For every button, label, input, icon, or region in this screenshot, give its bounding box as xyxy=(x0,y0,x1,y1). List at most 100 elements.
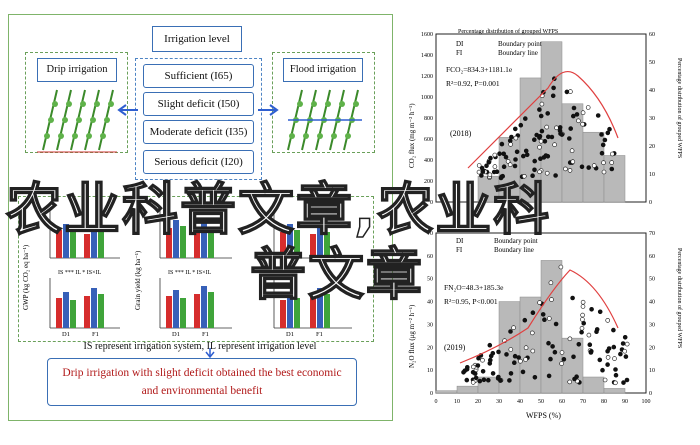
right-tick-bottom: 50 xyxy=(649,277,655,283)
data-point xyxy=(501,164,507,169)
data-point xyxy=(538,138,544,144)
data-point xyxy=(523,357,528,362)
data-point xyxy=(557,125,563,130)
data-point xyxy=(508,142,513,147)
data-point xyxy=(477,378,483,384)
data-point xyxy=(559,350,565,355)
data-point xyxy=(492,164,498,169)
y-tick-bottom: 20 xyxy=(427,345,433,351)
y-tick-top: 600 xyxy=(424,137,433,143)
y-tick-bottom: 0 xyxy=(430,391,433,397)
data-point xyxy=(580,121,585,127)
wfps-charts: Percentage distribution of grouped WFPS … xyxy=(408,28,683,420)
data-point xyxy=(532,158,537,164)
data-point xyxy=(473,375,479,381)
data-point xyxy=(521,153,526,159)
data-point xyxy=(605,318,610,323)
yield-axis-label: Grain yield (kg ha⁻¹) xyxy=(134,250,142,310)
data-point xyxy=(542,317,547,323)
equation-top: FCO₂=834.3+1181.1e xyxy=(446,65,513,74)
data-point xyxy=(505,159,511,164)
data-point xyxy=(464,377,470,383)
data-point xyxy=(475,363,481,368)
bar-charts-box xyxy=(18,196,374,342)
data-point xyxy=(512,360,517,366)
data-point xyxy=(613,380,618,386)
ylabel-bottom: N₂O flux (μg m⁻² h⁻¹) xyxy=(408,304,416,368)
data-point xyxy=(570,159,576,164)
data-point xyxy=(532,374,538,380)
right-tick-top: 30 xyxy=(649,116,655,122)
legend-bp-top: Boundary point xyxy=(498,40,542,48)
data-point xyxy=(571,105,577,111)
data-point xyxy=(504,352,509,357)
data-point xyxy=(549,297,554,302)
data-point xyxy=(597,309,603,315)
mini-bar-charts: GWP (kg CO₂ eq ha⁻¹) Grain yield (kg ha⁻… xyxy=(22,210,352,338)
data-point xyxy=(551,85,556,91)
xgroup-f1-c: F1 xyxy=(316,331,323,338)
data-point xyxy=(611,344,617,350)
data-point xyxy=(524,152,530,158)
data-point xyxy=(600,367,605,373)
right-tick-bottom: 0 xyxy=(649,391,652,397)
data-point xyxy=(513,157,518,162)
y-tick-top: 1200 xyxy=(421,74,433,80)
r2-top: R²=0.92, P=0.001 xyxy=(446,79,500,88)
mini-chart-1 xyxy=(49,210,120,329)
right-tick-top: 50 xyxy=(649,60,655,66)
data-point xyxy=(580,304,586,309)
data-point xyxy=(479,173,484,178)
xgroup-d1: D1 xyxy=(62,331,70,338)
data-point xyxy=(599,132,604,137)
y-tick-top: 1400 xyxy=(421,53,433,59)
data-point xyxy=(612,356,617,361)
data-point xyxy=(492,152,498,158)
wfps-bar xyxy=(519,296,542,394)
data-point xyxy=(602,137,608,143)
y-tick-top: 400 xyxy=(424,158,433,164)
xgroup-d1-c: D1 xyxy=(286,331,294,338)
data-point xyxy=(576,118,581,124)
drip-field-illustration xyxy=(37,89,117,153)
data-point xyxy=(480,368,486,374)
top-note-1: Percentage distribution of grouped WFPS xyxy=(458,28,558,35)
y-tick-top: 800 xyxy=(424,116,433,122)
data-point xyxy=(508,371,514,376)
data-point xyxy=(496,349,501,355)
data-point xyxy=(601,160,606,165)
data-point xyxy=(580,110,586,115)
x-tick-bottom: 90 xyxy=(622,399,628,405)
chart-bottom-bars xyxy=(435,260,626,394)
data-point xyxy=(532,137,537,142)
right-tick-bottom: 30 xyxy=(649,322,655,328)
data-point xyxy=(522,174,527,179)
stats-label-2: IS *** IL * IS×IL xyxy=(168,270,211,276)
data-point xyxy=(624,341,630,347)
level-moderate-deficit: Moderate deficit (I35) xyxy=(143,120,254,144)
level-sufficient: Sufficient (I65) xyxy=(143,64,254,88)
y-tick-top: 1000 xyxy=(421,95,433,101)
irrigation-caption: IS represent irrigation system, IL repre… xyxy=(83,341,317,352)
right-tick-bottom: 70 xyxy=(649,231,655,237)
axis-ticks: 0200400600800100012001400160001020304050… xyxy=(421,32,655,405)
flood-field-illustration xyxy=(287,89,362,151)
data-point xyxy=(611,327,616,333)
data-point xyxy=(518,122,524,128)
xgroup-f1-b: F1 xyxy=(202,331,209,338)
data-point xyxy=(588,350,594,355)
data-point xyxy=(574,112,580,117)
data-point xyxy=(597,357,603,363)
data-point xyxy=(613,372,619,378)
legend-bl-bottom: Boundary line xyxy=(494,246,534,254)
level-serious-deficit: Serious deficit (I20) xyxy=(143,150,254,174)
data-point xyxy=(618,351,623,357)
data-point xyxy=(498,175,504,181)
xgroup-d1-b: D1 xyxy=(172,331,180,338)
data-point xyxy=(544,170,550,176)
data-point xyxy=(499,141,505,147)
data-point xyxy=(620,341,626,346)
mini-chart-3 xyxy=(273,210,352,329)
data-point xyxy=(595,113,601,118)
drip-irrigation-title: Drip irrigation xyxy=(37,58,117,82)
